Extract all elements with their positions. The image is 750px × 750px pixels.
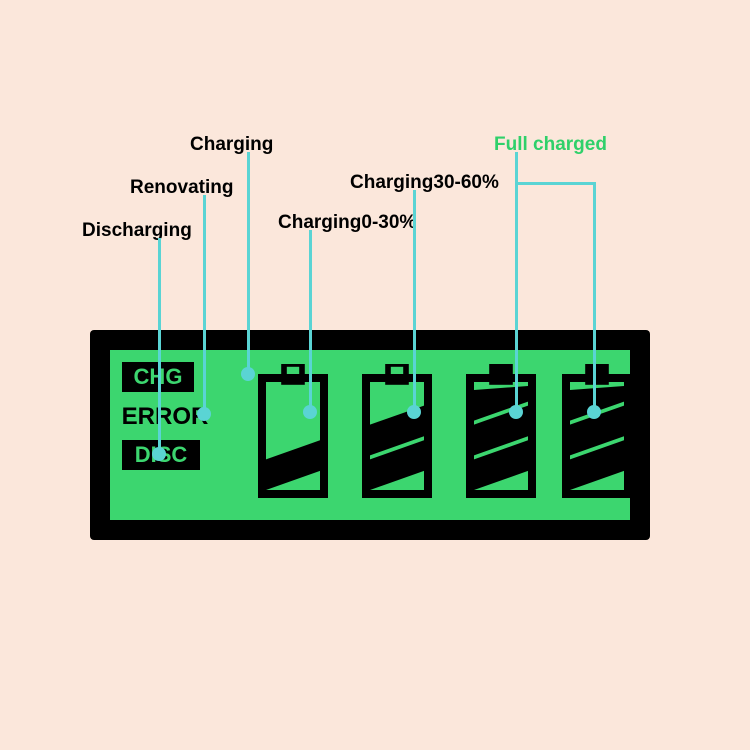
callout-label: Discharging [82,220,192,242]
battery-icon [466,364,536,498]
callout-label: Charging [190,134,273,156]
callout-label: Full charged [494,134,607,156]
callout-dot [587,405,601,419]
status-label-error: ERROR [120,402,210,432]
callout-label: Renovating [130,177,233,199]
callout-dot [303,405,317,419]
callout-dot [241,367,255,381]
callout-line [515,152,518,412]
callout-line [309,230,312,412]
callout-dot [407,405,421,419]
callout-dot [197,407,211,421]
battery-icon [258,364,328,498]
callout-line [413,190,416,412]
callout-dot [509,405,523,419]
callout-line [593,182,596,412]
callout-label: Charging30-60% [350,172,499,194]
callout-line [158,238,161,454]
callout-line [516,182,594,185]
callout-label: Charging0-30% [278,212,416,234]
battery-icon [362,364,432,498]
callout-line [247,152,250,374]
callout-line [203,195,206,414]
battery-icon [562,364,632,498]
callout-dot [152,447,166,461]
